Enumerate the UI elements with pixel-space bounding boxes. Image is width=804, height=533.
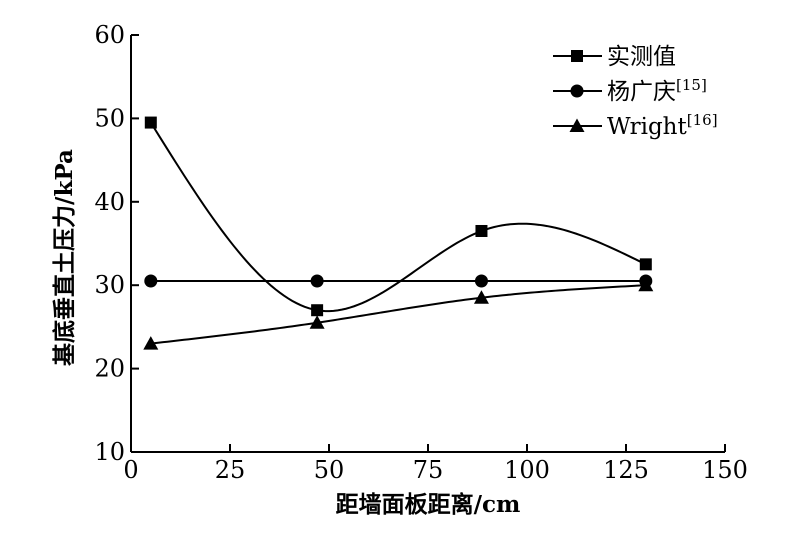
triangle-marker [143,336,159,350]
x-axis-title: 距墙面板距离/cm [336,491,521,518]
circle-marker [310,274,324,288]
x-tick-label: 50 [314,456,345,484]
legend-item: Wright[16] [553,111,718,140]
series-line [149,122,647,313]
x-ticks: 0 25 50 75 100 125 150 [123,444,748,484]
y-ticks: 10 20 30 40 50 60 [94,21,139,466]
triangle-marker [473,290,489,304]
triangle-marker [309,315,325,329]
triangle-marker [638,277,654,292]
circle-marker [144,274,158,288]
legend-label: 实测值 [607,44,676,70]
circle-marker [570,84,584,98]
legend-label: Wright[16] [607,111,718,140]
series-line [150,284,646,345]
x-tick-label: 125 [603,456,649,484]
series-square [144,116,652,317]
legend-item: 实测值 [553,44,676,70]
square-marker [311,304,324,317]
legend-label: 杨广庆[15] [607,76,707,105]
square-marker [571,50,583,62]
y-axis-title: 基底垂直土压力/kPa [51,149,78,366]
x-tick-label: 75 [413,456,444,484]
circle-marker [474,274,488,288]
series-circle [144,274,653,288]
square-marker [144,116,157,129]
legend-item: 杨广庆[15] [553,76,707,105]
y-tick-label: 20 [94,355,125,383]
series-layer [143,116,654,350]
y-tick-label: 60 [94,21,125,49]
x-tick-label: 25 [215,456,246,484]
y-tick-label: 50 [94,104,125,132]
square-marker [639,258,652,271]
x-tick-label: 150 [702,456,748,484]
y-tick-label: 10 [94,438,125,466]
x-tick-label: 0 [123,456,138,484]
y-tick-label: 30 [94,271,125,299]
triangle-marker [569,118,585,132]
square-marker [475,224,488,237]
x-tick-label: 100 [504,456,550,484]
y-tick-label: 40 [94,188,125,216]
series-triangle [143,277,654,350]
legend-ref: [16] [687,111,718,129]
legend-ref: [15] [676,76,707,94]
